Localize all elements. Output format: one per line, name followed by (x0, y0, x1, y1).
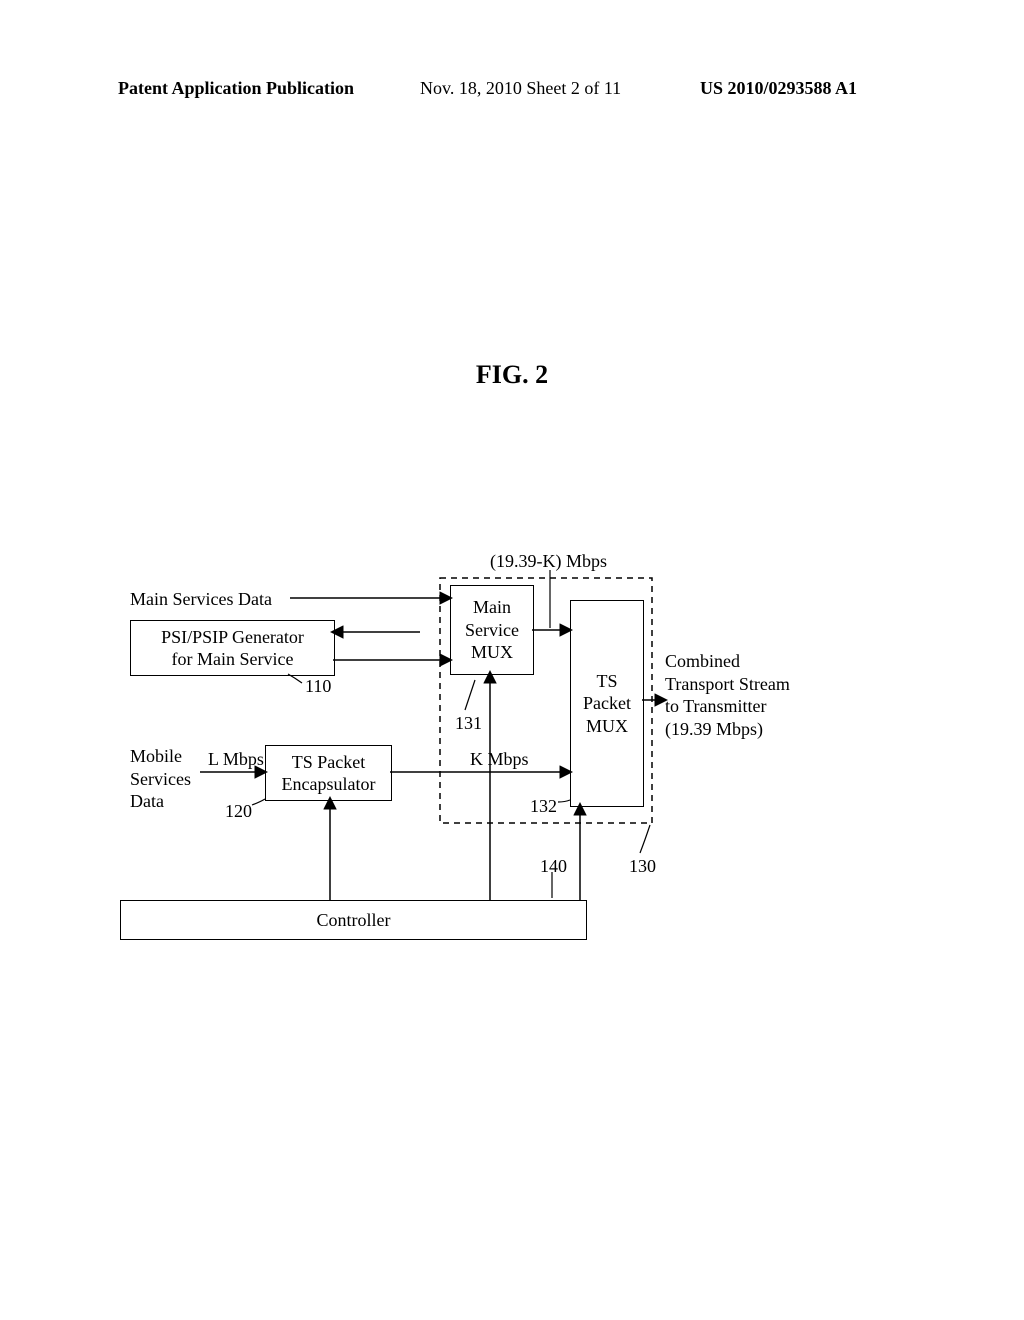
l-mbps-label: L Mbps (208, 748, 264, 771)
ref-120: 120 (225, 800, 252, 823)
controller-box: Controller (120, 900, 587, 940)
mobile-services-data-label: MobileServicesData (130, 745, 191, 813)
rate-top-label: (19.39-K) Mbps (490, 550, 607, 573)
header-right: US 2010/0293588 A1 (700, 78, 857, 99)
ref-132: 132 (530, 795, 557, 818)
output-label: CombinedTransport Streamto Transmitter(1… (665, 650, 790, 740)
header-center: Nov. 18, 2010 Sheet 2 of 11 (420, 78, 621, 99)
ts-packet-encapsulator-box: TS PacketEncapsulator (265, 745, 392, 801)
figure-title: FIG. 2 (0, 360, 1024, 390)
diagram: PSI/PSIP Generatorfor Main Service TS Pa… (120, 520, 920, 960)
ts-packet-mux-box: TSPacketMUX (570, 600, 644, 807)
main-services-data-label: Main Services Data (130, 588, 272, 611)
k-mbps-label: K Mbps (470, 748, 529, 771)
ref-130: 130 (629, 855, 656, 878)
ref-131: 131 (455, 712, 482, 735)
psi-psip-generator-box: PSI/PSIP Generatorfor Main Service (130, 620, 335, 676)
main-service-mux-box: MainServiceMUX (450, 585, 534, 675)
ref-110: 110 (305, 675, 331, 698)
ref-140: 140 (540, 855, 567, 878)
header-left: Patent Application Publication (118, 78, 354, 99)
